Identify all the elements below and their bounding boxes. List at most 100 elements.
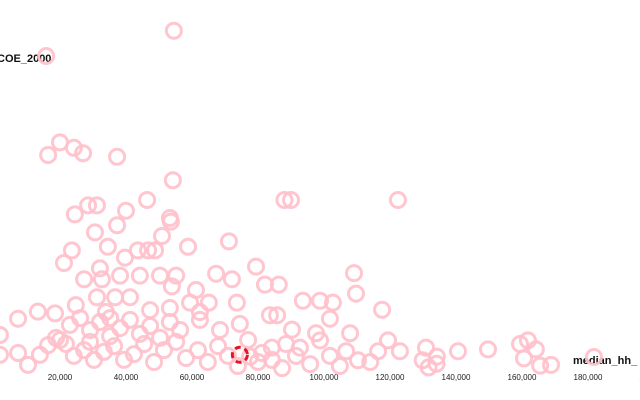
point [163,171,182,190]
x-tick-label: 120,000 [376,373,405,382]
point [230,314,249,333]
point [337,342,356,361]
point [74,144,93,163]
point [514,349,533,368]
point [199,293,218,312]
point [145,353,164,371]
point [167,266,186,285]
point [347,284,366,303]
point [260,306,279,325]
point [0,345,9,364]
point [348,351,367,370]
point [330,356,349,375]
point [373,300,392,319]
x-tick-label: 40,000 [114,373,139,382]
point [198,353,217,371]
point [188,341,207,360]
point [190,310,209,329]
point [164,21,183,40]
point [227,293,246,312]
x-tick-label: 60,000 [180,373,205,382]
point [219,232,238,251]
x-tick-label: 140,000 [442,373,471,382]
point [75,270,94,289]
point [162,277,181,296]
point [161,212,180,231]
point [46,304,65,323]
point [239,331,258,350]
point [273,359,292,378]
point [293,291,312,310]
point [108,147,127,166]
point [120,310,139,329]
point [379,331,398,350]
point [167,332,186,351]
point [247,257,266,276]
point [106,288,125,307]
point [177,349,196,368]
point [79,196,98,215]
point [84,350,103,369]
point [282,191,300,209]
point [66,296,85,315]
point [526,340,545,359]
point [96,302,115,321]
point [179,237,198,256]
point [268,306,287,325]
point [152,227,171,245]
x-tick-label: 20,000 [48,373,73,382]
point [479,340,498,359]
point [542,355,561,374]
point [320,346,339,365]
point [130,266,149,285]
point [146,241,165,260]
point [64,138,83,157]
point [54,254,73,272]
highlighted-point [230,345,249,364]
point [341,324,360,343]
point [30,345,49,364]
point [531,356,550,375]
point [211,320,230,339]
point [207,264,226,283]
point [18,355,37,374]
point [171,320,190,339]
point [311,291,330,310]
point [128,241,147,260]
point [51,331,69,350]
x-tick-label: 180,000 [574,373,603,382]
point [138,191,157,209]
point [150,328,169,347]
point [345,264,364,283]
point [28,302,47,321]
point [37,47,56,65]
point [124,345,143,364]
point [98,237,117,256]
x-tick-label: 80,000 [246,373,271,382]
point [282,320,301,339]
point [117,201,135,220]
point [448,342,467,361]
point [361,353,380,371]
point [92,270,111,289]
point [9,344,28,362]
point [320,309,339,328]
point [584,347,603,366]
point [222,270,241,289]
point [87,288,106,307]
point [120,288,139,307]
point [190,302,209,321]
x-tick-label: 160,000 [508,373,537,382]
point [218,346,237,365]
point [9,309,28,328]
point [62,241,81,260]
point [390,342,409,361]
point [81,332,100,351]
point [427,354,446,373]
point [139,241,158,260]
point [160,299,179,317]
point [269,275,288,294]
point [323,293,342,312]
point [135,335,154,353]
